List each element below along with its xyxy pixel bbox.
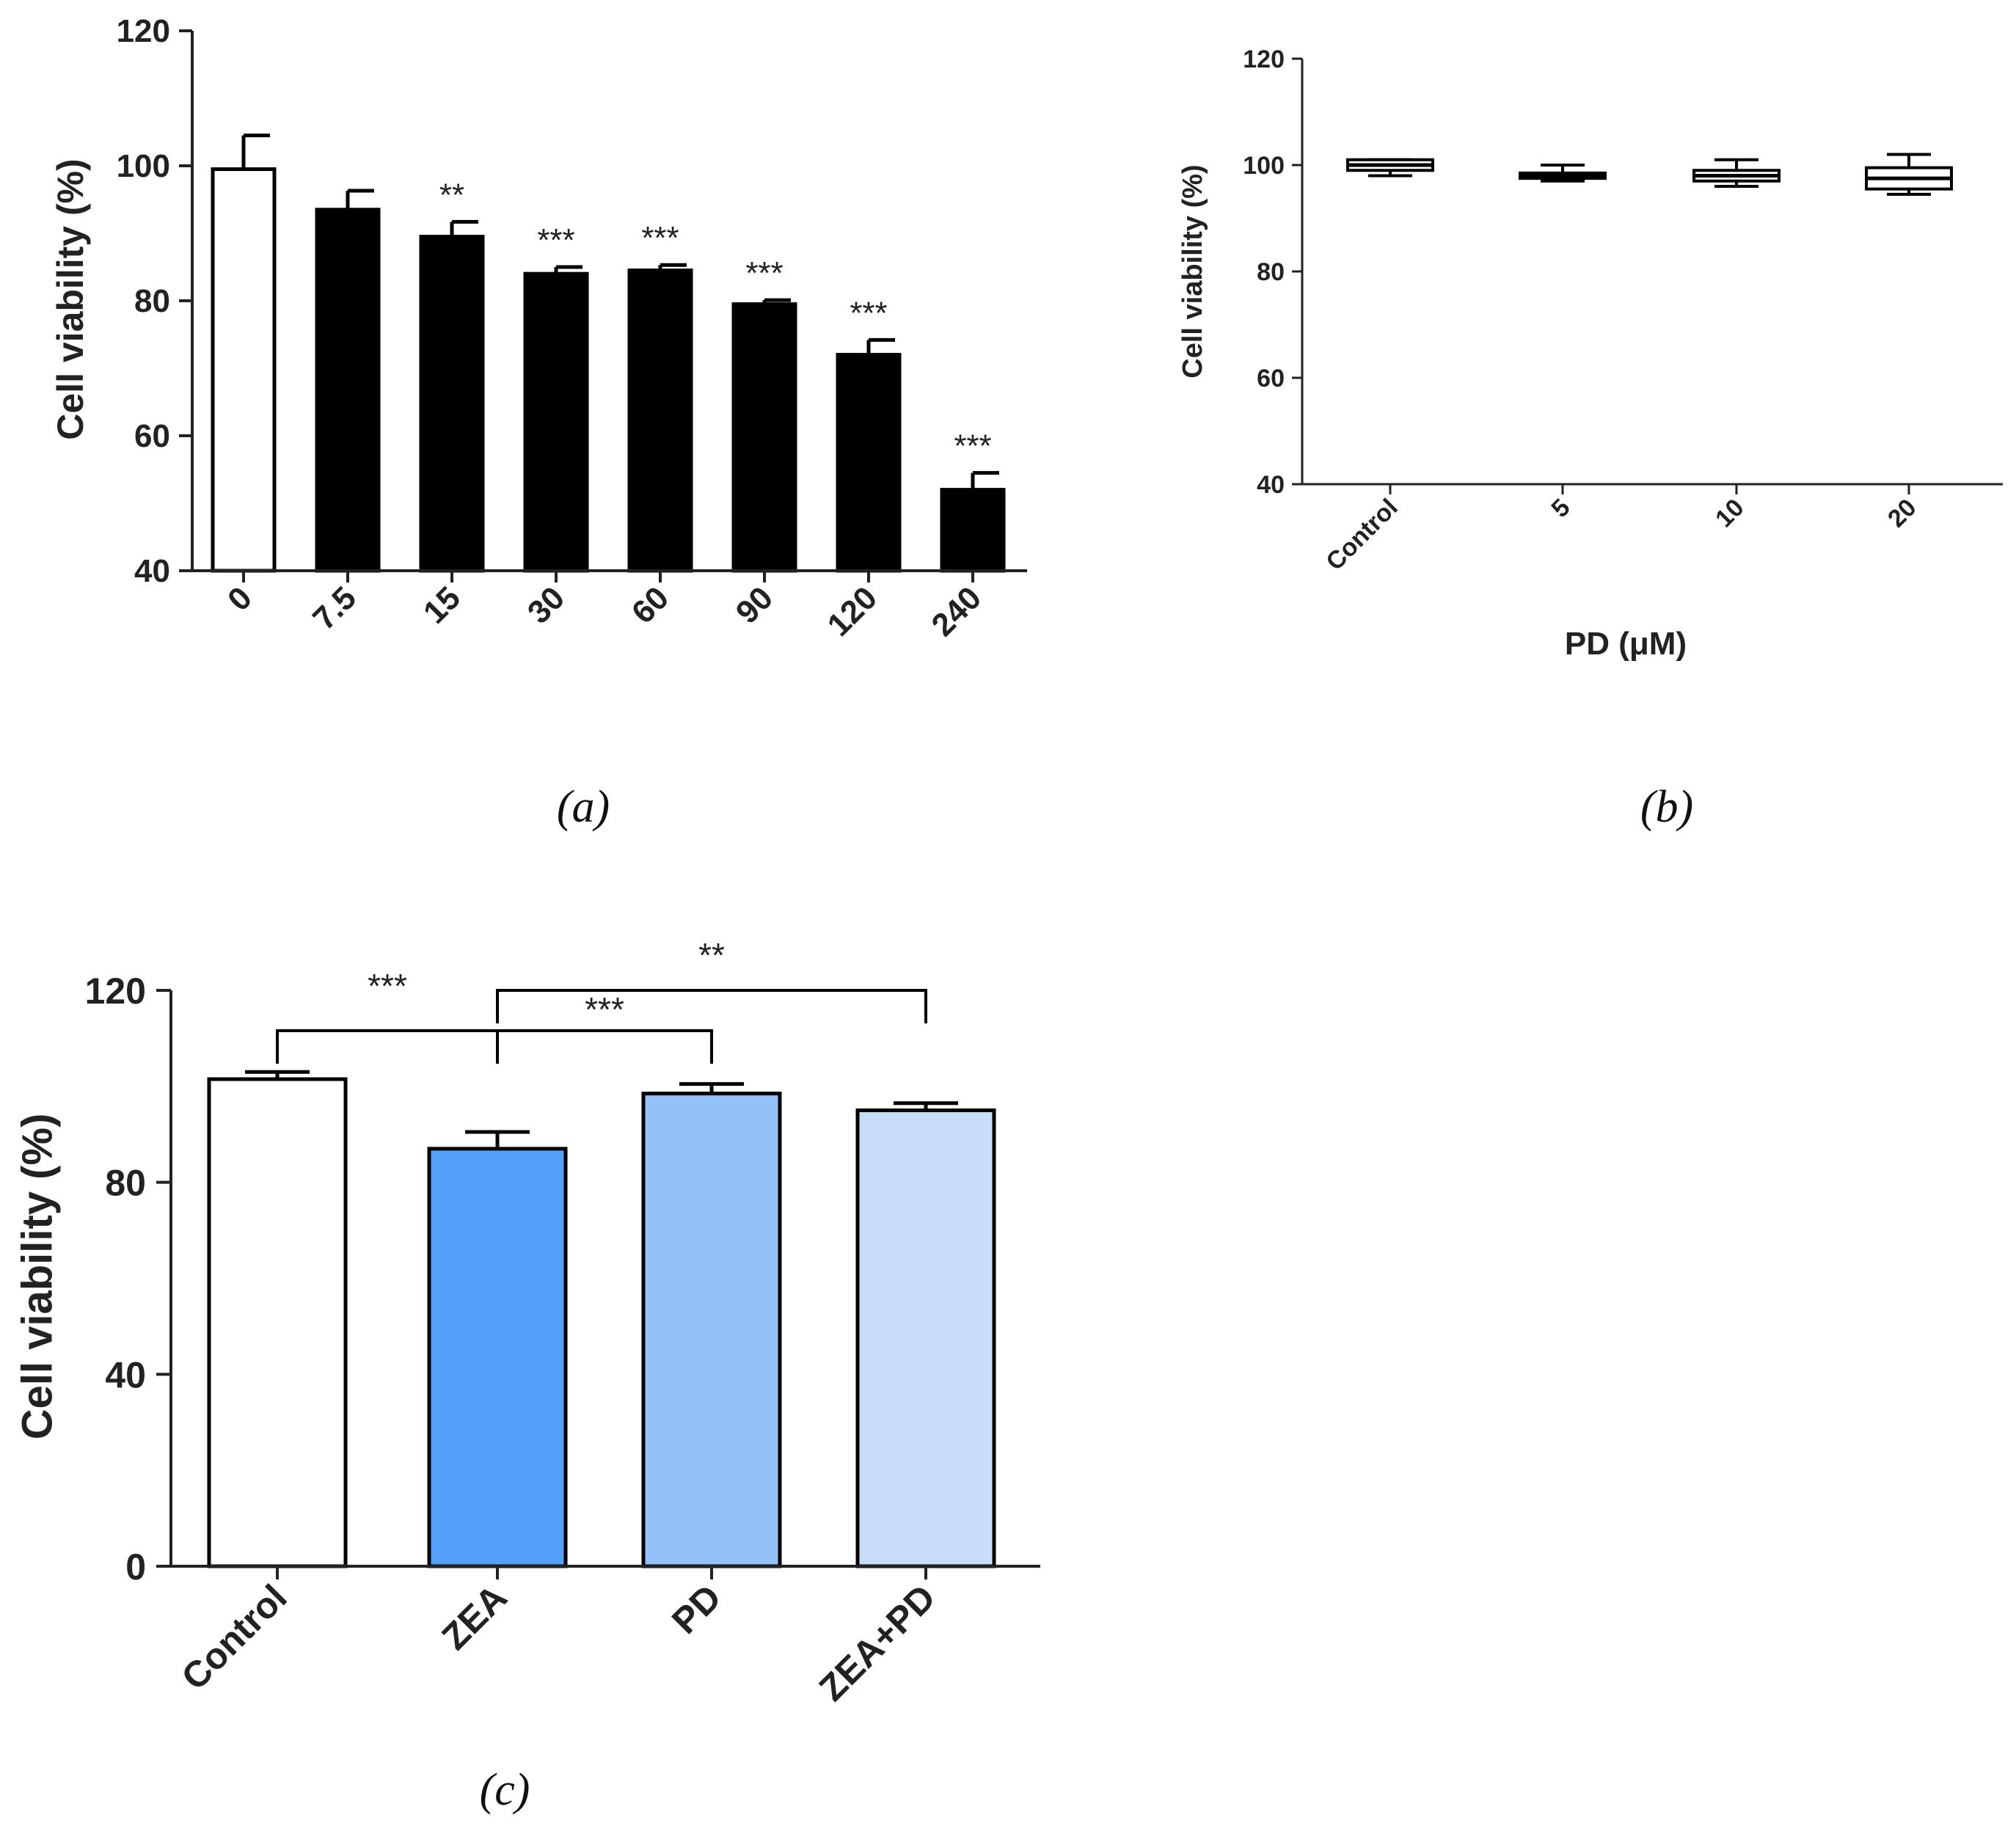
- x-tick-label: 120: [821, 580, 885, 643]
- x-tick-label: 20: [1882, 494, 1922, 533]
- bar: [419, 235, 485, 573]
- bar: [427, 1147, 568, 1568]
- y-tick-label: 60: [1257, 365, 1285, 392]
- y-tick-label: 100: [117, 148, 170, 184]
- y-tick-label: 80: [105, 1163, 146, 1204]
- bar: [641, 1092, 782, 1568]
- x-tick-label: 0: [221, 580, 259, 618]
- significance-label: **: [439, 177, 464, 213]
- x-tick-label: 240: [925, 580, 989, 643]
- comparison-bracket: [496, 1029, 713, 1064]
- bar: [940, 488, 1006, 573]
- bar: [627, 268, 693, 573]
- panel-c-comparisons: ********: [276, 936, 927, 1064]
- comparison-label: ***: [368, 967, 407, 1005]
- significance-label: ***: [641, 220, 679, 256]
- x-tick-label: Control: [1321, 494, 1403, 576]
- y-tick-label: 60: [134, 418, 170, 454]
- panel-a-caption: (a): [557, 782, 610, 832]
- panel-b-ylabel: Cell viability (%): [1177, 164, 1208, 378]
- panel-a: ***** ************ 0 7.5 15 30 60 90 120 2404060…: [50, 13, 1027, 832]
- x-tick-label: Control: [174, 1577, 295, 1698]
- panel-c-ylabel: Cell viability (%): [13, 1114, 61, 1440]
- x-tick-label: PD: [664, 1577, 729, 1642]
- panel-b-xlabel: PD (μM): [1565, 626, 1687, 662]
- x-tick-label: 90: [729, 580, 780, 630]
- x-tick-label: 5: [1546, 494, 1575, 523]
- x-tick-label: 10: [1710, 494, 1750, 533]
- panel-c-caption: (c): [480, 1765, 530, 1815]
- panel-b-caption: (b): [1640, 782, 1693, 832]
- y-tick-label: 40: [105, 1354, 146, 1395]
- panel-b-marks: [1346, 153, 1953, 196]
- significance-label: ***: [745, 255, 783, 291]
- panel-b-axes: Control 5 10 20 40 60 80 100 120: [1243, 45, 2003, 576]
- x-tick-label: 60: [625, 580, 676, 630]
- y-tick-label: 40: [1257, 471, 1285, 499]
- panel-a-ylabel: Cell viability (%): [50, 158, 91, 439]
- bar: [211, 167, 277, 573]
- y-tick-label: 120: [1243, 45, 1285, 73]
- bar: [315, 208, 381, 573]
- x-tick-label: 15: [417, 580, 467, 630]
- bar: [855, 1108, 996, 1568]
- comparison-label: ***: [585, 990, 624, 1029]
- bar: [836, 353, 902, 573]
- panel-b: Control 5 10 20 40 60 80 100 120 Cell viability …: [1177, 45, 2003, 832]
- x-tick-label: ZEA+PD: [811, 1577, 943, 1709]
- bar: [523, 271, 589, 573]
- x-tick-label: 30: [521, 580, 571, 630]
- significance-label: ***: [850, 295, 887, 331]
- x-tick-label: ZEA: [434, 1577, 514, 1657]
- y-tick-label: 100: [1243, 152, 1285, 180]
- y-tick-label: 40: [134, 553, 170, 589]
- x-tick-label: 7.5: [306, 580, 363, 637]
- y-tick-label: 80: [134, 283, 170, 319]
- y-tick-label: 0: [125, 1546, 146, 1588]
- comparison-bracket: [276, 1029, 499, 1064]
- bar: [731, 302, 797, 573]
- significance-label: ***: [954, 428, 991, 464]
- y-tick-label: 120: [85, 971, 146, 1012]
- comparison-bracket: [496, 989, 927, 1023]
- y-tick-label: 120: [117, 13, 170, 49]
- panel-a-marks: ***** ************: [211, 134, 1006, 573]
- y-tick-label: 80: [1257, 258, 1285, 286]
- bar: [207, 1077, 348, 1568]
- comparison-label: **: [698, 936, 725, 974]
- panel-c-marks: [207, 1070, 996, 1568]
- significance-label: ***: [537, 222, 574, 258]
